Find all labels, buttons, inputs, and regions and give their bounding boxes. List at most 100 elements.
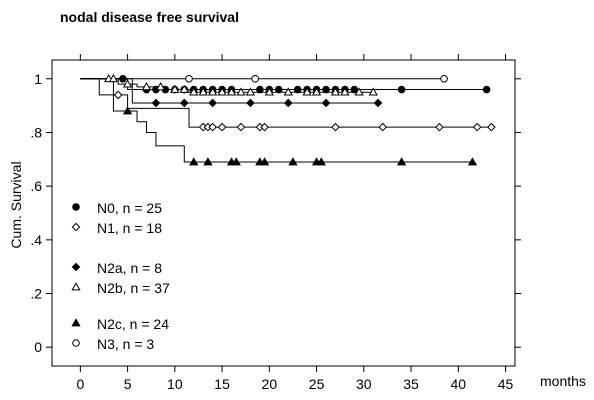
censor-point	[302, 87, 312, 96]
censor-point	[283, 98, 293, 108]
censor-point	[260, 122, 269, 132]
censor-point	[288, 157, 298, 166]
censor-point	[207, 87, 218, 96]
survival-curve-0	[80, 78, 487, 91]
legend-entry: N3, n = 3	[97, 336, 154, 352]
censor-point	[435, 122, 444, 132]
censor-point	[354, 87, 364, 96]
x-tick-label: 20	[262, 376, 278, 392]
survival-curve-1	[80, 78, 492, 128]
y-tick-label: .4	[30, 232, 42, 248]
censor-point	[373, 98, 383, 108]
plot-frame	[51, 59, 516, 367]
legend-marker	[71, 262, 81, 272]
censor-point	[274, 85, 283, 94]
chart-title: nodal disease free survival	[60, 9, 239, 25]
censor-point	[170, 84, 180, 93]
y-tick-label: .6	[30, 178, 42, 194]
legend-marker	[71, 318, 81, 327]
censor-point	[283, 87, 293, 96]
x-tick-label: 30	[356, 376, 372, 392]
censor-point	[322, 85, 330, 94]
legend-marker	[72, 339, 80, 347]
censor-point	[208, 122, 217, 132]
plot-area: 0 5 10 15 20 25 30 35 40 45 0 .2 .4 .6 .8 1	[30, 54, 521, 392]
censor-point	[350, 85, 359, 94]
censor-point	[217, 122, 227, 132]
y-axis-label: Cum. Survival	[8, 161, 24, 248]
axis-ticks: 0 5 10 15 20 25 30 35 40 45 0 .2 .4 .6 .8 1	[30, 54, 521, 392]
censor-point	[330, 87, 341, 96]
legend-marker	[71, 282, 81, 291]
censor-point	[368, 87, 378, 96]
censor-point	[245, 87, 256, 96]
survival-curve-3	[80, 78, 374, 93]
censor-point	[440, 74, 448, 83]
legend-marker	[71, 222, 81, 232]
censor-point	[487, 122, 496, 132]
censor-point	[316, 157, 326, 166]
x-tick-label: 0	[76, 376, 84, 392]
censor-point	[141, 82, 152, 91]
censor-point	[113, 90, 123, 100]
legend-entry: N0, n = 25	[97, 200, 162, 216]
censor-point	[151, 98, 161, 108]
censor-point	[208, 98, 217, 108]
censor-point	[472, 122, 482, 132]
censor-point	[256, 85, 264, 94]
censor-point	[251, 74, 259, 83]
censor-point	[198, 87, 208, 96]
censor-point	[122, 79, 133, 88]
legend-entry: N2a, n = 8	[97, 260, 162, 276]
y-tick-label: 1	[34, 71, 42, 87]
legend: N0, n = 25 N1, n = 18 N2a, n = 8 N2b, n = 3…	[71, 200, 170, 352]
censor-point	[264, 87, 274, 96]
censor-point	[467, 157, 478, 166]
x-tick-label: 40	[451, 376, 467, 392]
y-tick-label: 0	[34, 339, 42, 355]
censor-point	[179, 98, 189, 108]
censor-point	[482, 85, 491, 94]
y-tick-label: .2	[30, 286, 42, 302]
censor-point	[246, 98, 255, 108]
x-tick-label: 10	[167, 376, 183, 392]
legend-entry: N2b, n = 37	[97, 280, 170, 296]
censor-point	[189, 87, 199, 96]
legend-entry: N1, n = 18	[97, 220, 162, 236]
x-tick-label: 35	[403, 376, 419, 392]
censor-markers	[104, 73, 496, 166]
legend-entry: N2c, n = 24	[97, 316, 169, 332]
censor-point	[236, 87, 246, 96]
censor-point	[293, 85, 302, 94]
censor-point	[156, 82, 166, 91]
y-tick-label: .8	[30, 124, 42, 140]
censor-point	[185, 74, 193, 83]
censor-point	[203, 157, 213, 166]
x-tick-label: 45	[498, 376, 514, 392]
censor-point	[331, 122, 340, 132]
x-tick-label: 5	[124, 376, 132, 392]
censor-point	[119, 74, 127, 83]
x-tick-label: 15	[214, 376, 230, 392]
censor-point	[259, 157, 270, 166]
censor-point	[226, 87, 237, 96]
censor-point	[321, 98, 331, 108]
censor-point	[236, 122, 246, 132]
censor-point	[217, 87, 227, 96]
x-axis-label: months	[540, 373, 586, 389]
censor-point	[108, 73, 119, 83]
survival-curves	[80, 78, 492, 163]
censor-point	[122, 106, 133, 115]
censor-point	[179, 84, 189, 93]
censor-point	[311, 87, 322, 96]
censor-point	[231, 157, 241, 166]
x-tick-label: 25	[309, 376, 325, 392]
survival-curve-4	[80, 78, 473, 163]
censor-point	[189, 157, 199, 166]
censor-point	[378, 122, 388, 132]
censor-point	[340, 87, 350, 96]
censor-point	[396, 157, 407, 166]
censor-point	[397, 85, 406, 94]
legend-marker	[72, 203, 80, 211]
